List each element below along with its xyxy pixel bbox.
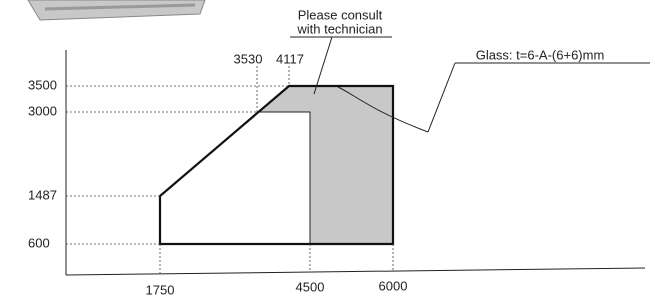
height-label: 1487	[28, 187, 57, 202]
height-label: 3500	[28, 77, 57, 92]
diagram: 3500 3000 1487 600 1750 4500 6000 3530 4…	[0, 0, 655, 301]
width-label: 4500	[296, 279, 325, 294]
standard-limit	[257, 112, 310, 244]
top-label: 3530	[234, 51, 263, 66]
callout-text: Glass: t=6-A-(6+6)mm	[476, 47, 605, 62]
x-axis	[66, 268, 645, 275]
width-label: 6000	[379, 278, 408, 293]
callout-leader	[428, 63, 455, 132]
height-label: 3000	[28, 103, 57, 118]
height-label: 600	[28, 235, 50, 250]
top-label: 4117	[276, 51, 304, 66]
callout-text: Please consult	[298, 7, 383, 22]
callout-text: with technician	[296, 21, 382, 36]
consult-region	[257, 86, 393, 244]
width-label: 1750	[146, 282, 175, 297]
